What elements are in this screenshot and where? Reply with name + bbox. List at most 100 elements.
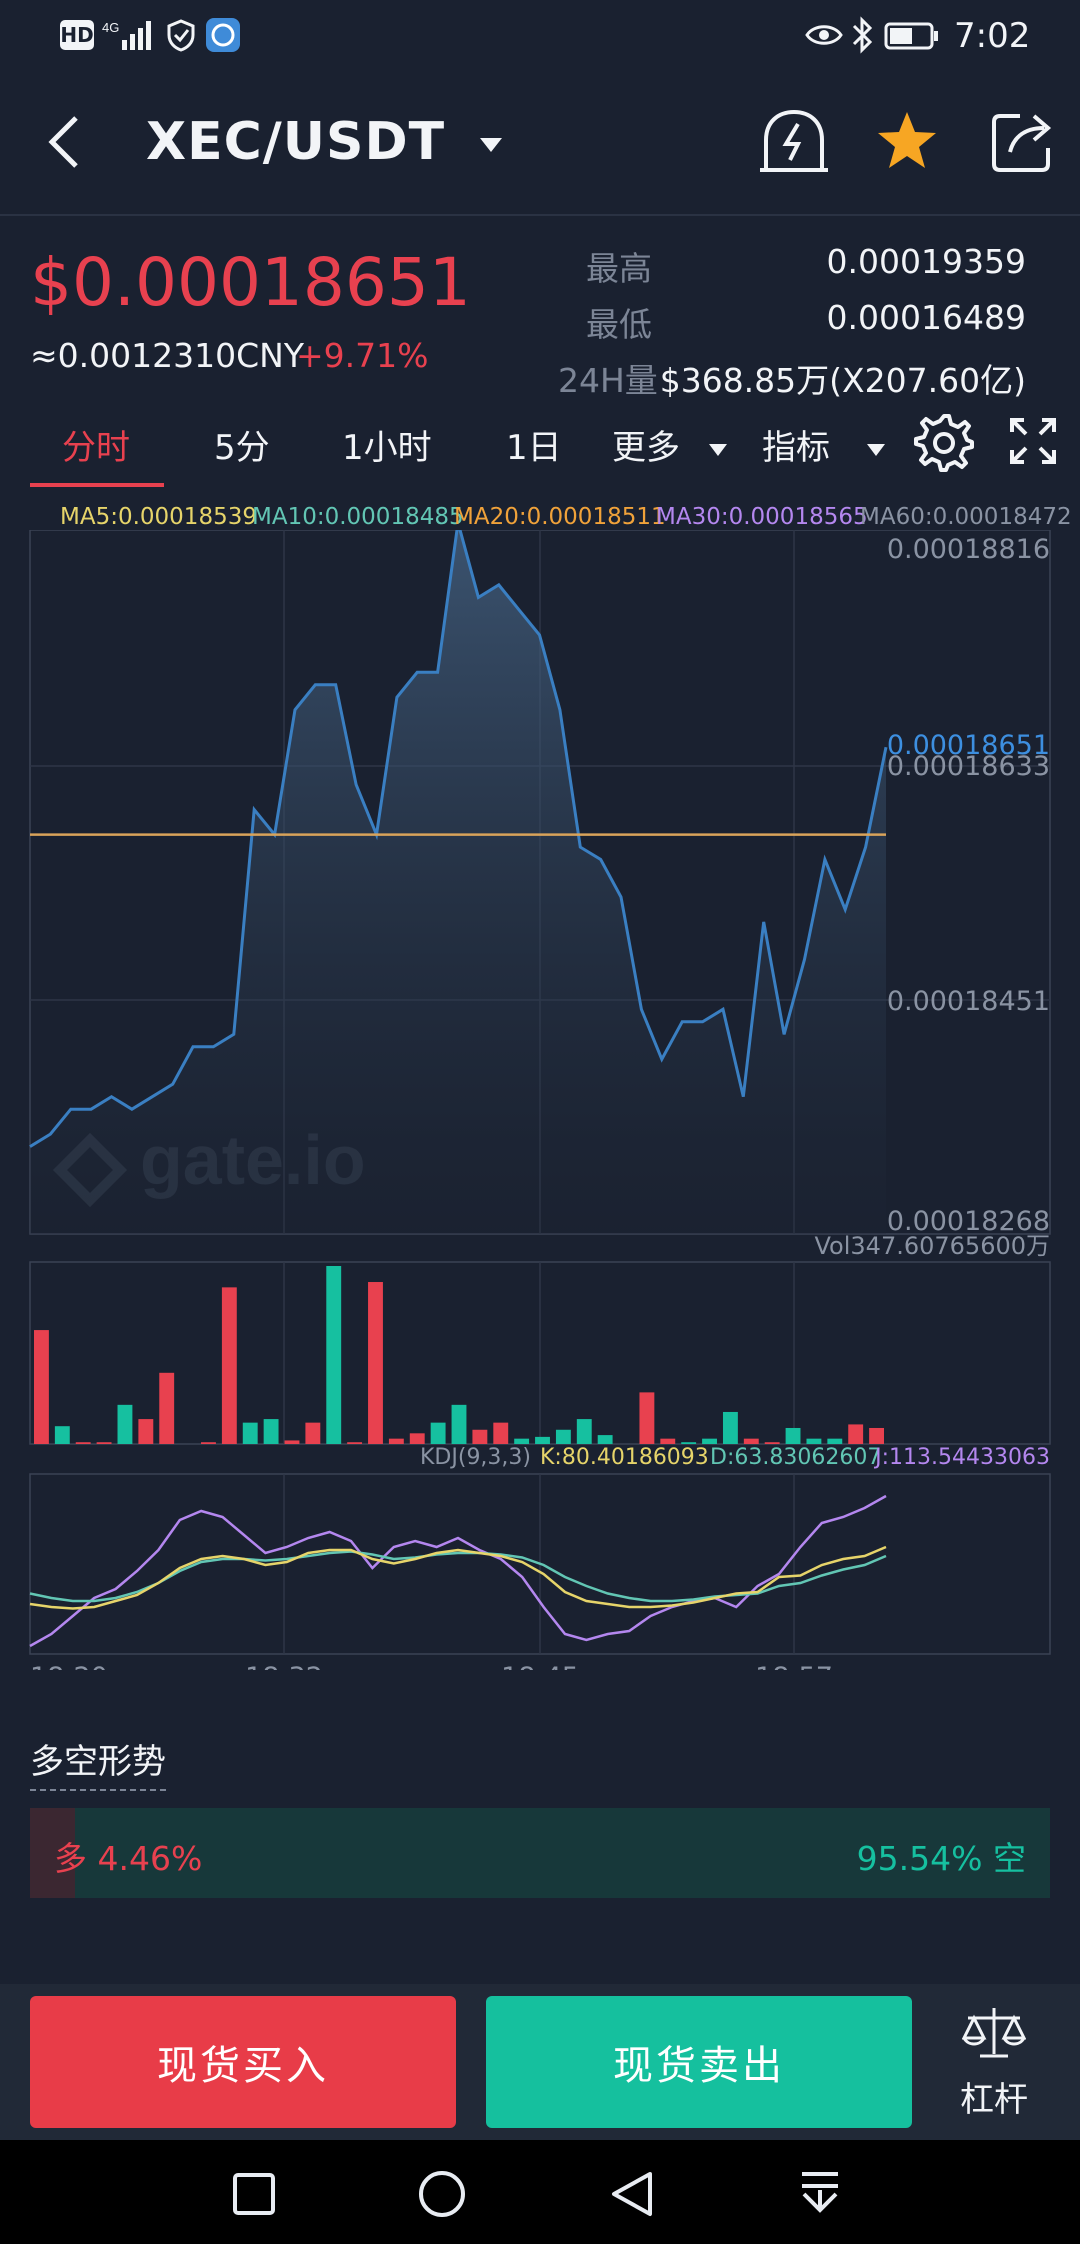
volume-bar xyxy=(326,1266,342,1444)
settings-gear-icon[interactable] xyxy=(914,412,974,472)
low-value: 0.00016489 xyxy=(826,298,1026,337)
fullscreen-icon[interactable] xyxy=(1008,416,1058,466)
price-axis-label: 0.00018451 xyxy=(887,986,1050,1017)
eye-icon xyxy=(804,20,844,50)
volume-bar xyxy=(535,1436,550,1444)
4g-signal-icon: 4G xyxy=(102,18,158,52)
spot-buy-button[interactable]: 现货买入 xyxy=(30,1996,456,2128)
volume-value: $368.85万(X207.60亿) xyxy=(659,361,1026,400)
leverage-label: 杠杆 xyxy=(960,2080,1028,2120)
kdj-label: KDJ(9,3,3) xyxy=(420,1445,531,1470)
price-line xyxy=(29,530,888,1148)
volume-bar xyxy=(681,1442,697,1444)
caret-down-icon xyxy=(866,443,885,456)
alert-bell-icon[interactable] xyxy=(756,104,832,180)
volume-bar xyxy=(96,1442,112,1444)
time-axis-label: 18:32 xyxy=(245,1662,323,1670)
back-nav-icon[interactable] xyxy=(610,2170,654,2218)
price-axis-label: 0.00018268 xyxy=(887,1206,1050,1237)
share-icon[interactable] xyxy=(990,108,1056,174)
kdj-j-line xyxy=(29,1494,887,1648)
ma5-legend: MA5:0.00018539 xyxy=(60,504,257,530)
volume-bar xyxy=(34,1330,49,1444)
ma20-legend: MA20:0.00018511 xyxy=(454,504,666,530)
volume-bar xyxy=(827,1438,843,1444)
volume-bar xyxy=(347,1442,363,1444)
notification-pull-icon[interactable] xyxy=(798,2170,842,2218)
volume-bar xyxy=(242,1422,258,1444)
sentiment-title[interactable]: 多空形势 xyxy=(30,1734,166,1791)
back-icon[interactable] xyxy=(40,110,90,174)
tab-5min[interactable]: 5分 xyxy=(214,428,270,468)
clock: 7:02 xyxy=(954,16,1031,56)
volume-bar xyxy=(472,1429,488,1444)
volume-bar xyxy=(660,1438,676,1444)
volume-bar xyxy=(75,1442,91,1444)
volume-bar xyxy=(388,1438,404,1444)
leverage-button[interactable]: 杠杆 xyxy=(940,2004,1050,2122)
recents-icon[interactable] xyxy=(232,2172,276,2216)
pair-title: XEC/USDT xyxy=(146,112,446,172)
tab-indicator-label: 指标 xyxy=(762,428,830,468)
tab-indicator[interactable]: 指标 xyxy=(762,420,885,469)
volume-bar xyxy=(848,1424,864,1444)
svg-text:4G: 4G xyxy=(102,20,119,35)
kdj-d-label: D:63.83062607 xyxy=(710,1445,881,1470)
volume-bar xyxy=(138,1419,154,1444)
tab-timeshare[interactable]: 分时 xyxy=(62,428,130,468)
favorite-star-icon[interactable] xyxy=(874,108,940,174)
kdj-d-line xyxy=(29,1550,887,1603)
volume-bar xyxy=(430,1422,446,1444)
volume-bar xyxy=(702,1438,717,1444)
low-label: 最低 xyxy=(586,305,652,344)
volume-bar xyxy=(159,1372,175,1444)
bluetooth-icon xyxy=(850,16,874,54)
caret-down-icon xyxy=(480,138,503,152)
volume-bar xyxy=(722,1411,738,1444)
current-price-label: 0.00018651 xyxy=(887,730,1050,761)
shield-icon xyxy=(166,18,196,52)
volume-bar xyxy=(493,1422,509,1444)
sentiment-bar: 多 4.46% 95.54% 空 xyxy=(30,1808,1050,1898)
volume-bar xyxy=(514,1438,530,1444)
home-icon[interactable] xyxy=(418,2170,466,2218)
time-axis-label: 18:45 xyxy=(501,1662,579,1670)
volume-bar xyxy=(806,1438,822,1444)
high-label: 最高 xyxy=(586,249,652,288)
kdj-k-line xyxy=(29,1545,887,1610)
tab-more[interactable]: 更多 xyxy=(612,420,727,469)
price-chart[interactable]: gate.io0.000188160.000186330.000184510.0… xyxy=(0,530,1080,1670)
time-axis-label: 18:57 xyxy=(755,1662,833,1670)
ma30-legend: MA30:0.00018565 xyxy=(656,504,868,530)
volume-bar xyxy=(597,1435,613,1444)
long-label: 多 4.46% xyxy=(54,1839,203,1878)
price-area xyxy=(30,530,886,1234)
volume-bar xyxy=(117,1404,133,1444)
app-icon xyxy=(206,18,240,52)
volume-bar xyxy=(576,1419,592,1444)
short-label: 95.54% 空 xyxy=(856,1839,1026,1878)
price-change: +9.71% xyxy=(296,336,429,375)
volume-bar xyxy=(54,1426,70,1444)
long-ratio-fill xyxy=(30,1808,76,1898)
last-price: $0.00018651 xyxy=(30,244,471,321)
tab-1hour[interactable]: 1小时 xyxy=(342,428,432,468)
volume-bar xyxy=(764,1442,780,1444)
high-value: 0.00019359 xyxy=(826,242,1026,281)
tab-1day[interactable]: 1日 xyxy=(506,428,562,468)
volume-bar xyxy=(284,1440,300,1444)
tab-more-label: 更多 xyxy=(612,428,680,468)
volume-label: Vol347.60765600万 xyxy=(815,1232,1051,1260)
price-axis-label: 0.00018816 xyxy=(887,534,1050,565)
price-axis-label: 0.00018633 xyxy=(887,751,1050,782)
volume-bar xyxy=(451,1404,467,1444)
spot-sell-button[interactable]: 现货卖出 xyxy=(486,1996,912,2128)
battery-icon xyxy=(884,22,940,50)
status-bar: HD 4G 7:02 xyxy=(0,0,1080,72)
tab-underline xyxy=(30,483,164,487)
system-nav-bar xyxy=(0,2140,1080,2244)
pair-selector[interactable]: XEC/USDT xyxy=(146,112,503,172)
volume-bar xyxy=(639,1392,655,1444)
volume-bar xyxy=(221,1287,237,1444)
caret-down-icon xyxy=(708,443,727,456)
